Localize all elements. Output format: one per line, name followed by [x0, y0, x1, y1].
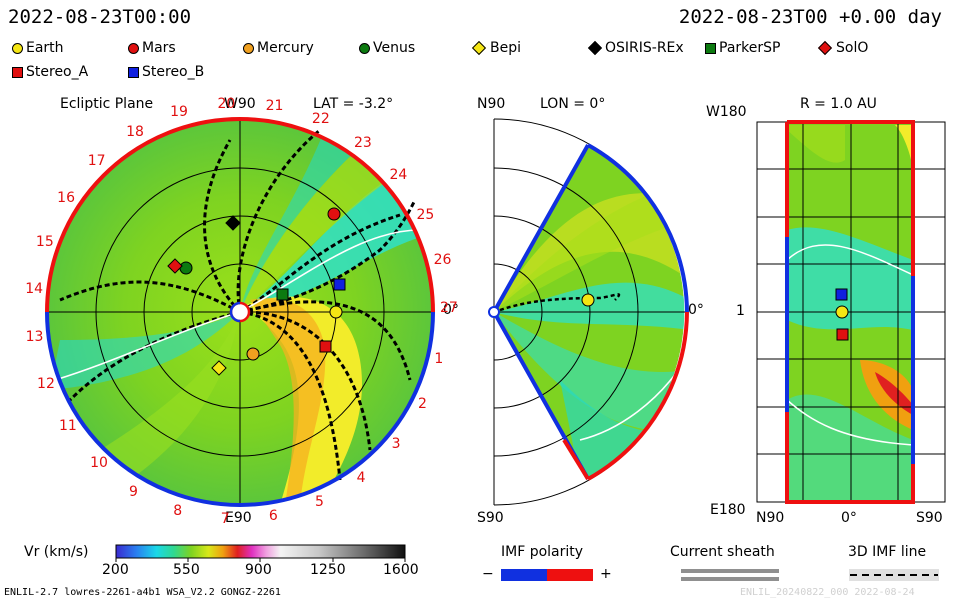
earth-marker-icon — [12, 42, 23, 54]
colorbar-ticks — [115, 558, 406, 562]
colorbar-tick-900: 900 — [245, 562, 272, 578]
colorbar-tick-550: 550 — [173, 562, 200, 578]
stereo-a-ecliptic-marker — [319, 340, 332, 353]
rotation-tick-11: 11 — [58, 418, 77, 435]
timestamp-right: 2022-08-23T00 +0.00 day — [678, 6, 942, 28]
rotation-tick-23: 23 — [353, 134, 372, 151]
rotation-tick-2: 2 — [417, 396, 427, 413]
meridional-zero-label: 0° — [688, 302, 704, 318]
legend-stereo-b: Stereo_B — [128, 64, 204, 80]
legend-mars: Mars — [128, 40, 176, 56]
rotation-tick-17: 17 — [87, 153, 106, 170]
mars-marker-icon — [128, 42, 139, 54]
sphere-e180-label: E180 — [710, 502, 746, 518]
sphere-zero-label: 0° — [841, 510, 857, 526]
stereo-b-sphere-marker — [835, 288, 848, 301]
rotation-tick-19: 19 — [170, 104, 188, 121]
colorbar-tick-200: 200 — [102, 562, 129, 578]
sphere-map-plot — [756, 120, 946, 504]
colorbar-tick-1250: 1250 — [310, 562, 346, 578]
rotation-tick-12: 12 — [37, 375, 55, 392]
legend-earth: Earth — [12, 40, 64, 56]
rotation-tick-14: 14 — [25, 280, 44, 297]
polarity-negative-swatch — [501, 569, 547, 581]
earth-sphere-marker — [835, 305, 849, 319]
rotation-tick-3: 3 — [391, 436, 401, 453]
rotation-tick-21: 21 — [265, 97, 284, 114]
rotation-tick-24: 24 — [389, 167, 408, 184]
legend-venus: Venus — [359, 40, 415, 56]
rotation-tick-13: 13 — [25, 328, 44, 345]
stereo-a-sphere-marker — [836, 328, 849, 341]
venus-marker-icon — [359, 42, 370, 54]
rotation-tick-26: 26 — [433, 251, 452, 268]
imf-line-label: 3D IMF line — [848, 544, 927, 560]
polarity-plus-sign: + — [600, 566, 612, 582]
legend-bepi: Bepi — [471, 40, 521, 56]
earth-meridional-marker — [581, 293, 595, 307]
parkersp-ecliptic-marker — [276, 288, 289, 301]
rotation-tick-25: 25 — [416, 206, 435, 223]
ecliptic-zero-label: 0° — [443, 302, 459, 318]
stereo-b-ecliptic-marker — [333, 278, 346, 291]
stereo-a-marker-icon — [12, 66, 23, 78]
rotation-tick-16: 16 — [57, 190, 75, 207]
mercury-ecliptic-marker — [246, 347, 260, 361]
imf-polarity-label: IMF polarity — [501, 544, 584, 560]
sphere-mid-label: 1 — [736, 303, 745, 319]
sphere-w180-label: W180 — [706, 104, 747, 120]
polarity-positive-swatch — [547, 569, 593, 581]
venus-ecliptic-marker — [179, 261, 193, 275]
meridional-n90-label: N90 — [477, 96, 506, 112]
solo-ecliptic-marker — [167, 258, 183, 274]
rotation-tick-22: 22 — [311, 110, 330, 127]
osiris-rex-ecliptic-marker — [225, 215, 241, 231]
meridional-plane-plot — [488, 118, 689, 506]
legend-osiris-rex: OSIRIS-REx — [587, 40, 684, 56]
legend-solo: SolO — [817, 40, 868, 56]
sphere-r-label: R = 1.0 AU — [800, 96, 877, 112]
polarity-minus-sign: − — [482, 566, 494, 582]
rotation-tick-7: 7 — [220, 510, 230, 527]
bepi-ecliptic-marker — [211, 360, 227, 376]
parkersp-marker-icon — [705, 42, 716, 54]
rotation-tick-5: 5 — [314, 493, 324, 510]
meridional-lon-label: LON = 0° — [540, 96, 606, 112]
rotation-tick-1: 1 — [434, 350, 444, 367]
ecliptic-title: Ecliptic Plane — [60, 96, 154, 112]
earth-ecliptic-marker — [329, 305, 343, 319]
colorbar — [115, 544, 406, 559]
stereo-b-marker-icon — [128, 66, 139, 78]
footer-right: ENLIL_20240822_000 2022-08-24 — [740, 587, 915, 598]
colorbar-tick-1600: 1600 — [383, 562, 419, 578]
rotation-tick-8: 8 — [173, 502, 183, 519]
sphere-n90-label: N90 — [756, 510, 785, 526]
mercury-marker-icon — [243, 42, 254, 54]
current-sheath-label: Current sheath — [670, 544, 775, 560]
rotation-tick-18: 18 — [126, 123, 144, 140]
sphere-s90-label: S90 — [916, 510, 943, 526]
timestamp-left: 2022-08-23T00:00 — [8, 6, 192, 28]
legend-stereo-a: Stereo_A — [12, 64, 88, 80]
current-sheath-swatch — [681, 569, 779, 581]
rotation-tick-20: 20 — [217, 95, 236, 112]
rotation-tick-6: 6 — [268, 507, 278, 524]
ecliptic-w90-label: W90 — [224, 96, 256, 112]
ecliptic-e90-label: E90 — [225, 510, 252, 526]
rotation-tick-9: 9 — [128, 483, 138, 500]
legend-parkersp: ParkerSP — [705, 40, 780, 56]
legend-mercury: Mercury — [243, 40, 314, 56]
mars-ecliptic-marker — [327, 207, 341, 221]
colorbar-label: Vr (km/s) — [24, 544, 89, 560]
rotation-tick-27: 27 — [439, 299, 458, 316]
rotation-tick-10: 10 — [90, 455, 108, 472]
rotation-tick-15: 15 — [35, 233, 54, 250]
rotation-tick-4: 4 — [356, 469, 366, 486]
imf-line-swatch — [849, 569, 939, 581]
meridional-s90-label: S90 — [477, 510, 504, 526]
footer-left: ENLIL-2.7 lowres-2261-a4b1 WSA_V2.2 GONG… — [4, 587, 281, 598]
ecliptic-lat-label: LAT = -3.2° — [313, 96, 394, 112]
